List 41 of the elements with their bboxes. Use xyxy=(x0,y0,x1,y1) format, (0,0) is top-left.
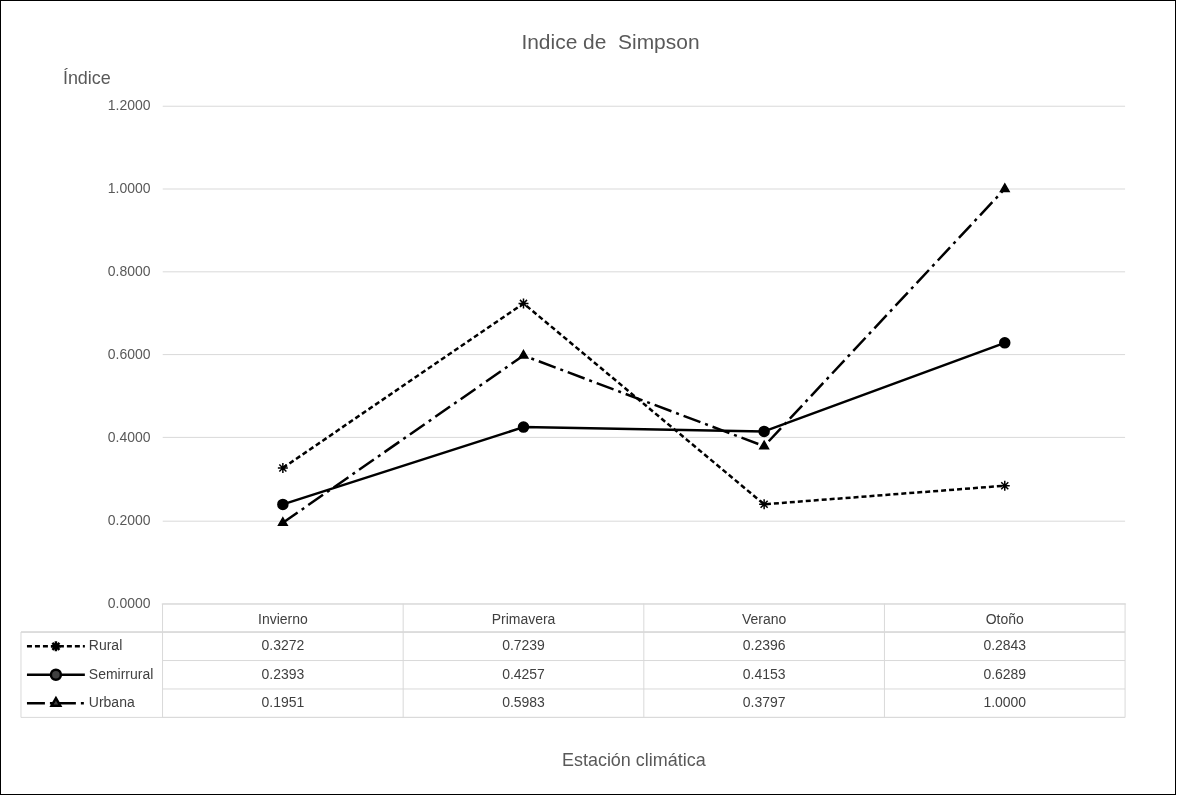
data-label: 0.3797 xyxy=(742,694,786,711)
x-tick-label: Primavera xyxy=(491,610,556,627)
data-label: 0.1951 xyxy=(261,694,305,711)
x-tick-label: Invierno xyxy=(258,610,308,627)
point xyxy=(517,297,530,310)
y-tick-label: 0.4000 xyxy=(107,428,151,445)
legend-label: Semirrural xyxy=(88,665,154,682)
data-label: 0.2843 xyxy=(983,637,1027,654)
y-tick-label: 1.0000 xyxy=(107,179,151,196)
point xyxy=(518,349,529,359)
data-label: 0.2396 xyxy=(742,637,786,654)
point xyxy=(759,440,770,450)
text: Estación climática xyxy=(561,750,706,771)
data-label: 1.0000 xyxy=(983,694,1027,711)
data-label: 0.2393 xyxy=(261,665,305,682)
point xyxy=(999,183,1010,193)
y-tick-label: 0.6000 xyxy=(107,345,151,362)
point xyxy=(758,425,770,438)
point xyxy=(999,480,1011,492)
x-tick-label: Verano xyxy=(741,610,787,627)
y-tick-label: 1.2000 xyxy=(107,96,151,113)
point xyxy=(758,498,770,511)
point xyxy=(277,462,289,474)
data-label: 0.3272 xyxy=(261,637,305,654)
point xyxy=(517,421,530,433)
chart-title: Indice de Simpson xyxy=(521,30,700,54)
y-axis-title: Índice xyxy=(62,67,111,88)
point xyxy=(277,498,289,511)
y-tick-label: 0.2000 xyxy=(107,511,151,528)
point xyxy=(277,517,288,526)
x-tick-label: Otoño xyxy=(985,610,1025,627)
legend-label: Urbana xyxy=(88,694,135,711)
data-label: 0.7239 xyxy=(502,637,546,654)
y-tick-label: 0.8000 xyxy=(107,262,151,279)
data-label: 0.4257 xyxy=(502,665,546,682)
data-label: 0.5983 xyxy=(502,694,546,711)
y-tick-label: 0.0000 xyxy=(107,594,151,611)
data-label: 0.4153 xyxy=(742,665,786,682)
legend-label: Rural xyxy=(88,637,123,654)
point xyxy=(999,337,1011,349)
data-label: 0.6289 xyxy=(983,665,1027,682)
